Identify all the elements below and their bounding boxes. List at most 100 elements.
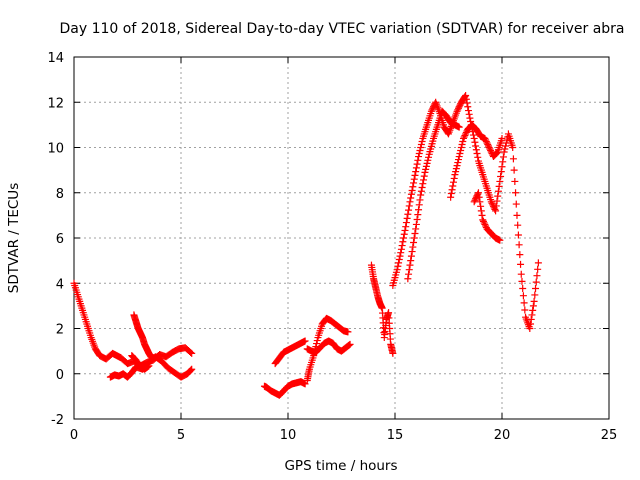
data-point	[454, 106, 462, 114]
data-point	[479, 216, 487, 224]
data-point	[474, 189, 482, 197]
data-point	[509, 155, 517, 163]
data-point	[489, 201, 497, 209]
data-point	[416, 147, 424, 155]
data-point	[346, 340, 354, 348]
data-point	[418, 183, 426, 191]
data-point	[472, 142, 480, 150]
data-point	[389, 349, 397, 357]
data-point	[492, 202, 500, 210]
data-point	[428, 106, 436, 114]
data-point	[470, 134, 478, 142]
data-point	[397, 249, 405, 257]
y-tick-label: 0	[56, 368, 64, 383]
data-point	[407, 252, 415, 260]
data-point	[471, 196, 479, 204]
data-point	[517, 270, 525, 278]
data-point	[477, 207, 485, 215]
data-point	[393, 266, 401, 274]
data-point	[514, 231, 522, 239]
data-point	[313, 337, 321, 345]
data-point	[411, 171, 419, 179]
data-point	[534, 265, 542, 273]
data-point	[422, 165, 430, 173]
data-point	[462, 95, 470, 103]
data-point	[472, 195, 480, 203]
grid	[74, 57, 609, 419]
data-point	[410, 175, 418, 183]
data-point	[492, 150, 500, 158]
data-point	[186, 367, 194, 375]
data-point	[512, 189, 520, 197]
data-point	[519, 285, 527, 293]
data-point	[472, 146, 480, 154]
data-point	[406, 198, 414, 206]
data-point	[415, 153, 423, 161]
data-point	[493, 197, 501, 205]
data-point	[464, 103, 472, 111]
data-point	[413, 160, 421, 168]
data-point	[494, 187, 502, 195]
data-point	[409, 183, 417, 191]
data-point	[399, 238, 407, 246]
data-point	[496, 177, 504, 185]
data-point	[187, 348, 195, 356]
data-point	[456, 101, 464, 109]
data-point	[529, 302, 537, 310]
data-point	[515, 241, 523, 249]
data-point	[419, 180, 427, 188]
data-point	[492, 207, 500, 215]
data-point	[510, 166, 518, 174]
data-point	[403, 214, 411, 222]
data-point	[528, 311, 536, 319]
data-point	[414, 156, 422, 164]
data-point	[396, 252, 404, 260]
data-point	[500, 148, 508, 156]
data-point	[398, 242, 406, 250]
data-point	[465, 110, 473, 118]
data-point	[418, 137, 426, 145]
data-point	[516, 251, 524, 259]
data-point	[499, 158, 507, 166]
data-point	[487, 198, 495, 206]
data-point	[424, 156, 432, 164]
y-tick-label: 14	[47, 51, 64, 66]
data-point	[514, 221, 522, 229]
data-point	[518, 277, 526, 285]
data-point	[476, 198, 484, 206]
data-point	[462, 130, 470, 138]
data-point	[410, 234, 418, 242]
data-point	[530, 297, 538, 305]
data-point	[462, 91, 470, 99]
data-point	[423, 159, 431, 167]
data-point	[410, 179, 418, 187]
data-point	[461, 131, 469, 139]
data-point	[421, 168, 429, 176]
data-point	[447, 193, 455, 201]
data-point	[531, 291, 539, 299]
data-point	[497, 173, 505, 181]
data-point	[533, 272, 541, 280]
data-point	[417, 191, 425, 199]
data-point	[502, 142, 510, 150]
axis-ticks: 0 5 10 15 20 25 -2 0 2 4 6 8 10 12 14	[47, 51, 617, 443]
data-point	[496, 236, 504, 244]
data-point	[513, 211, 521, 219]
data-point	[484, 142, 492, 150]
data-point	[425, 153, 433, 161]
data-point	[494, 192, 502, 200]
data-point	[520, 299, 528, 307]
data-point	[486, 145, 494, 153]
data-point	[471, 138, 479, 146]
data-point	[487, 147, 495, 155]
y-tick-label: 8	[56, 187, 64, 202]
data-point	[487, 148, 495, 156]
data-point	[457, 144, 465, 151]
data-point	[469, 131, 477, 139]
y-tick-label: 12	[47, 96, 64, 111]
data-point	[466, 114, 474, 122]
data-point	[156, 352, 164, 360]
data-point	[448, 186, 456, 194]
data-point	[417, 140, 425, 148]
